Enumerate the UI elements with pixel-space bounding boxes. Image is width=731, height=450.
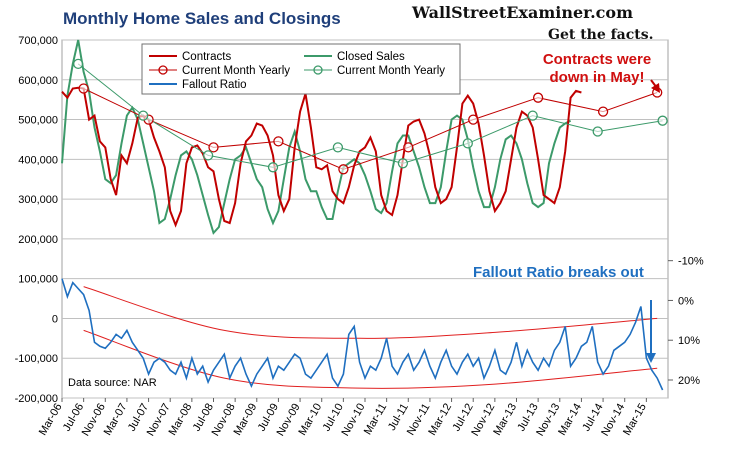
marker-closed-yearly — [138, 110, 149, 121]
annotation-contracts-arrowhead — [651, 83, 660, 93]
y-left-tick-label: 300,000 — [18, 194, 58, 206]
series-closed-yearly — [77, 63, 663, 168]
y-right-tick-label: 20% — [678, 375, 700, 387]
legend-marker-contracts-yearly — [158, 65, 168, 75]
fallout-channel-lower — [83, 329, 658, 389]
marker-closed-yearly — [73, 58, 84, 70]
legend-marker-closed-yearly — [313, 65, 323, 75]
y-left-tick-label: 0 — [52, 313, 58, 325]
y-left-axis: -200,000 -100,000 0 100,000 200,000 300,000 40… — [15, 35, 58, 405]
marker-closed-yearly — [332, 142, 344, 153]
y-left-tick-label: 500,000 — [18, 115, 58, 127]
y-right-axis: -10% 0% 10% 20% — [668, 256, 704, 387]
marker-layer — [73, 58, 668, 175]
y-right-tick-label: -10% — [678, 256, 704, 268]
marker-contracts-yearly — [468, 114, 479, 125]
y-right-tick-label: 0% — [678, 295, 694, 307]
annotation-fallout: Fallout Ratio breaks out — [473, 264, 644, 281]
y-left-tick-label: 400,000 — [18, 154, 58, 166]
legend-label-contracts: Contracts — [182, 51, 231, 63]
y-left-tick-label: -200,000 — [15, 393, 58, 405]
data-source: Data source: NAR — [68, 377, 157, 389]
tagline: Get the facts. — [548, 27, 653, 43]
series-closed-sales — [61, 39, 572, 235]
legend-label-closed-yearly: Current Month Yearly — [337, 65, 445, 77]
marker-closed-yearly — [202, 150, 214, 161]
chart-title: Monthly Home Sales and Closings — [63, 9, 341, 28]
legend-box — [141, 43, 461, 95]
marker-closed-yearly — [397, 158, 409, 169]
y-left-tick-label: -100,000 — [15, 353, 58, 365]
legend-label-closed-sales: Closed Sales — [337, 51, 405, 63]
series-contracts-yearly — [83, 88, 658, 170]
annotation-contracts-line1: Contracts were — [543, 51, 651, 68]
legend-label-fallout: Fallout Ratio — [182, 79, 247, 91]
y-left-tick-label: 100,000 — [18, 274, 58, 286]
marker-closed-yearly — [462, 138, 473, 149]
legend: Contracts Closed Sales Current Month Yea… — [141, 43, 461, 95]
fallout-channel-upper — [83, 286, 658, 339]
marker-closed-yearly — [527, 110, 538, 121]
annotation-fallout-arrowhead — [646, 353, 656, 363]
marker-closed-yearly — [592, 126, 603, 137]
marker-closed-yearly — [267, 162, 279, 173]
y-left-tick-label: 600,000 — [18, 75, 58, 87]
marker-contracts-yearly — [78, 83, 89, 94]
legend-label-contracts-yearly: Current Month Yearly — [182, 65, 290, 77]
watermark: WallStreetExaminer.com — [411, 3, 633, 22]
marker-contracts-yearly — [532, 92, 544, 103]
marker-closed-yearly — [657, 115, 668, 126]
annotation-contracts-line2: down in May! — [550, 69, 645, 86]
y-left-tick-label: 200,000 — [18, 234, 58, 246]
series-fallout-ratio — [61, 278, 664, 391]
marker-contracts-yearly — [338, 164, 349, 175]
y-right-tick-label: 10% — [678, 335, 700, 347]
y-left-tick-label: 700,000 — [18, 35, 58, 47]
marker-contracts-yearly — [273, 136, 284, 147]
marker-contracts-yearly — [208, 142, 219, 153]
marker-contracts-yearly — [403, 142, 414, 153]
marker-contracts-yearly — [597, 106, 609, 117]
